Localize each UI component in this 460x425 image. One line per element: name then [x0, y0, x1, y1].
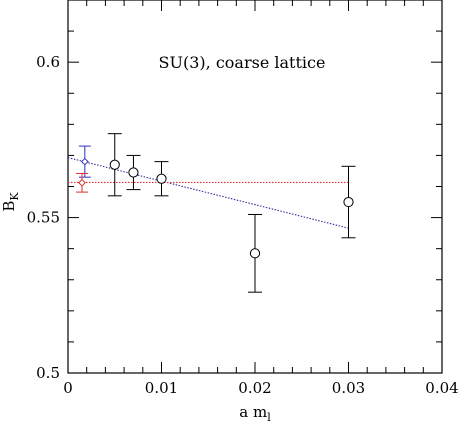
fit-line-1: [67, 157, 349, 229]
y-tick-label: 0.55: [27, 209, 60, 227]
y-axis-label-sub: K: [8, 192, 21, 201]
y-tick-label: 0.5: [36, 364, 60, 382]
x-tick-label: 0.01: [145, 379, 178, 397]
x-tick-label: 0: [63, 379, 73, 397]
chart-annotation: SU(3), coarse lattice: [159, 53, 326, 72]
x-axis-label: a ml: [239, 403, 271, 424]
data-point: [343, 196, 354, 208]
x-tick-label: 0.03: [332, 379, 365, 397]
data-points: [76, 133, 356, 293]
data-point: [249, 248, 261, 259]
axis-ticks: 0 0.01 0.02 0.03 0.04 0.5 0.55 0.6: [27, 0, 459, 397]
data-point-diamond: [80, 157, 89, 166]
x-tick-label: 0.04: [425, 379, 458, 397]
fit-lines: [67, 157, 349, 229]
data-point: [128, 167, 139, 178]
data-point-diamond: [78, 178, 86, 187]
y-axis-label-main: B: [0, 201, 18, 212]
x-axis-label-sub: l: [267, 411, 271, 424]
data-point: [109, 159, 120, 170]
data-point: [156, 173, 167, 184]
y-tick-label: 0.6: [36, 53, 60, 71]
x-tick-label: 0.02: [238, 379, 271, 397]
x-axis-label-main: a m: [239, 403, 267, 421]
y-axis-label: BK: [0, 192, 21, 212]
